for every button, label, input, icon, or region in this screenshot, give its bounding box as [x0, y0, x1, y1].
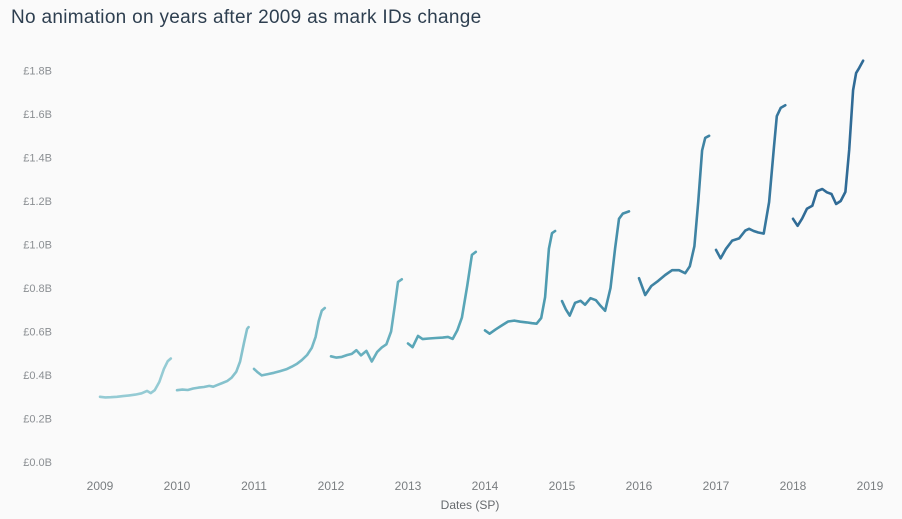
line-mark-2016[interactable] — [637, 134, 711, 297]
line-mark-2017[interactable] — [714, 104, 787, 260]
x-axis-tick-label: 2015 — [549, 479, 576, 493]
line-mark-2014[interactable] — [483, 229, 557, 336]
line-mark-2013[interactable] — [406, 250, 478, 349]
x-axis-tick-label: 2016 — [626, 479, 653, 493]
y-axis-tick-label: £1.8B — [23, 66, 52, 78]
chart-title: No animation on years after 2009 as mark… — [11, 7, 482, 28]
line-mark-2012[interactable] — [329, 277, 404, 363]
y-axis-tick-label: £0.6B — [23, 327, 52, 339]
x-axis-tick-label: 2012 — [318, 479, 345, 493]
y-axis-tick-label: £1.0B — [23, 240, 52, 252]
x-axis-tick-label: 2019 — [857, 479, 884, 493]
y-axis-tick-label: £1.4B — [23, 153, 52, 165]
line-mark-2015[interactable] — [560, 210, 631, 317]
line-mark-2010[interactable] — [175, 325, 250, 392]
y-axis-tick-label: £0.4B — [23, 370, 52, 382]
y-axis-tick-label: £1.2B — [23, 196, 52, 208]
x-axis-tick-label: 2013 — [395, 479, 422, 493]
line-mark-2018[interactable] — [791, 59, 865, 228]
x-axis-tick-label: 2009 — [87, 479, 114, 493]
line-mark-2009[interactable] — [98, 357, 173, 399]
x-axis-tick-label: 2010 — [164, 479, 191, 493]
y-axis-tick-label: £0.0B — [23, 457, 52, 469]
y-axis-tick-label: £0.8B — [23, 283, 52, 295]
x-axis-tick-label: 2014 — [472, 479, 499, 493]
x-axis-tick-label: 2017 — [703, 479, 730, 493]
x-axis-tick-label: 2011 — [241, 479, 267, 493]
y-axis-tick-label: £1.6B — [23, 109, 52, 121]
x-axis-tick-label: 2018 — [780, 479, 807, 493]
y-axis-tick-label: £0.2B — [23, 414, 52, 426]
x-axis-title: Dates (SP) — [441, 498, 500, 512]
line-mark-2011[interactable] — [252, 306, 327, 377]
